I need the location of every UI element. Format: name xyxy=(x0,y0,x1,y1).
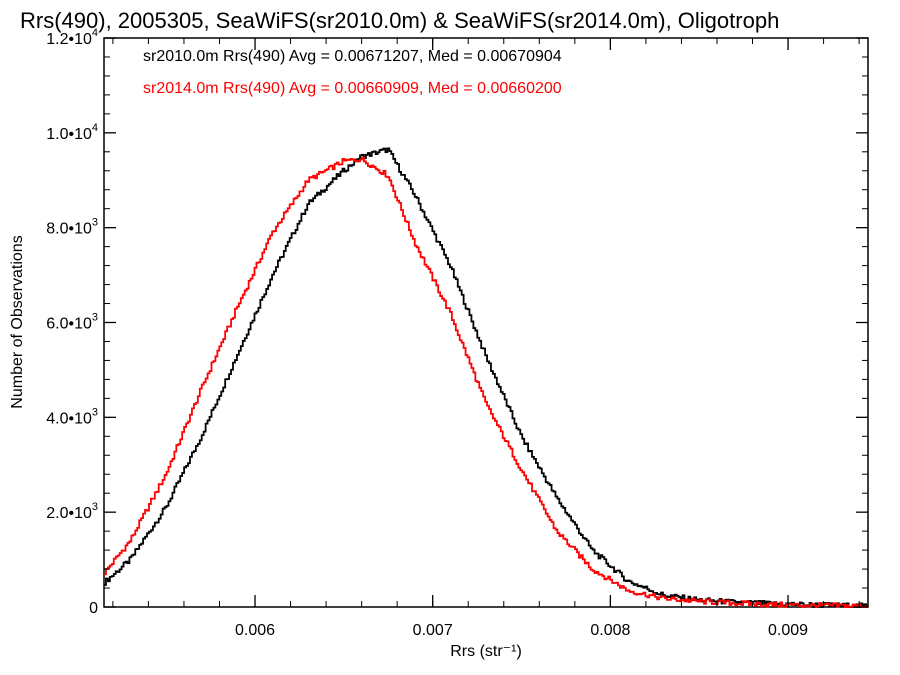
y-tick-label: 8.0•103 xyxy=(46,217,98,238)
y-tick-label: 6.0•103 xyxy=(46,312,98,333)
y-tick-label-base: 2.0•10 xyxy=(46,505,92,522)
legend: sr2010.0m Rrs(490) Avg = 0.00671207, Med… xyxy=(143,48,562,97)
y-tick-label: 4.0•103 xyxy=(46,406,98,427)
y-tick-label: 0 xyxy=(89,600,98,617)
x-tick-label: 0.009 xyxy=(768,622,808,639)
y-tick-label-exponent: 4 xyxy=(92,122,98,134)
x-axis-label: Rrs (str⁻¹) xyxy=(450,643,522,660)
x-tick-label: 0.006 xyxy=(235,622,275,639)
y-tick-label-exponent: 3 xyxy=(92,406,98,418)
y-tick-label: 1.2•104 xyxy=(46,27,98,48)
y-axis-label: Number of Observations xyxy=(9,235,26,408)
axis-ticks: 0.006 0.007 0.008 0.00902.0•1034.0•1036.0•1… xyxy=(46,27,868,639)
y-tick-label-exponent: 3 xyxy=(92,217,98,229)
y-tick-label: 1.0•104 xyxy=(46,122,98,143)
chart-title: Rrs(490), 2005305, SeaWiFS(sr2010.0m) & … xyxy=(20,8,779,33)
x-tick-label: 0.007 xyxy=(413,622,453,639)
y-tick-label-exponent: 4 xyxy=(92,27,98,39)
y-tick-label-base: 4.0•10 xyxy=(46,410,92,427)
y-tick-label-exponent: 3 xyxy=(92,312,98,324)
y-tick-label-base: 8.0•10 xyxy=(46,221,92,238)
series-line-sr2014.0m xyxy=(104,156,868,608)
y-tick-label-base: 0 xyxy=(89,600,98,617)
plot-series xyxy=(104,147,868,608)
y-tick-label-base: 1.0•10 xyxy=(46,126,92,143)
series-line-sr2010.0m xyxy=(104,147,868,608)
legend-entry-sr2014: sr2014.0m Rrs(490) Avg = 0.00660909, Med… xyxy=(143,80,562,97)
y-tick-label: 2.0•103 xyxy=(46,501,98,522)
plot-frame xyxy=(103,37,869,608)
y-tick-label-exponent: 3 xyxy=(92,501,98,513)
legend-entry-sr2010: sr2010.0m Rrs(490) Avg = 0.00671207, Med… xyxy=(143,48,562,65)
y-tick-label-base: 6.0•10 xyxy=(46,316,92,333)
y-tick-label-base: 1.2•10 xyxy=(46,31,92,48)
x-tick-label: 0.008 xyxy=(590,622,630,639)
